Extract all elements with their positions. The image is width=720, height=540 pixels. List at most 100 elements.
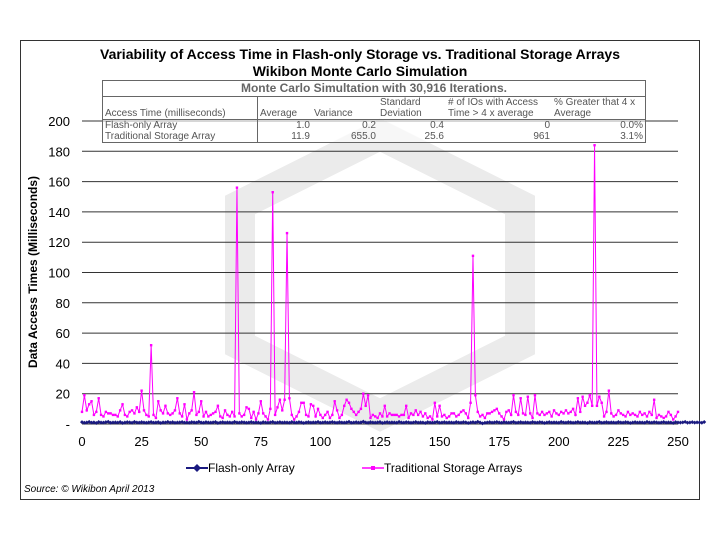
data-point xyxy=(469,401,472,404)
data-point xyxy=(385,415,389,418)
data-point xyxy=(219,415,222,418)
data-point xyxy=(517,413,520,417)
data-point xyxy=(440,415,444,418)
data-point xyxy=(192,420,197,425)
data-point xyxy=(478,415,482,418)
data-point xyxy=(99,420,104,425)
data-point xyxy=(332,420,337,425)
data-point xyxy=(221,416,224,420)
data-point xyxy=(275,420,280,425)
data-point xyxy=(350,407,353,411)
data-point xyxy=(126,415,129,418)
data-point xyxy=(369,416,372,420)
data-point xyxy=(283,398,286,401)
x-tick-label: 0 xyxy=(78,434,85,449)
data-point xyxy=(521,412,525,415)
data-point xyxy=(640,420,645,425)
data-point xyxy=(374,415,377,418)
series-traditional-storage-arrays xyxy=(80,144,680,422)
data-point xyxy=(104,410,108,414)
data-point xyxy=(280,420,285,425)
data-point xyxy=(151,420,156,425)
data-point xyxy=(416,413,420,417)
data-point xyxy=(580,420,585,425)
data-point xyxy=(408,420,413,425)
data-point xyxy=(538,413,541,417)
data-point xyxy=(161,420,166,425)
data-point xyxy=(393,413,396,417)
data-point xyxy=(368,420,373,425)
data-point xyxy=(113,420,118,425)
data-point xyxy=(354,413,358,417)
data-point xyxy=(481,413,484,417)
data-point xyxy=(271,191,274,194)
data-point xyxy=(288,397,291,400)
data-point xyxy=(116,415,119,418)
legend-item-flash: Flash-only Array xyxy=(186,461,295,475)
data-point xyxy=(459,410,463,414)
data-point xyxy=(370,420,375,425)
data-point xyxy=(593,144,596,147)
data-point xyxy=(308,420,313,425)
data-point xyxy=(176,397,179,400)
data-point xyxy=(618,420,623,425)
data-point xyxy=(424,412,427,415)
data-point xyxy=(552,420,557,425)
data-point xyxy=(501,420,506,425)
data-point xyxy=(467,416,470,420)
data-point xyxy=(648,410,651,414)
data-point xyxy=(269,407,272,411)
data-point xyxy=(552,409,556,412)
data-point xyxy=(676,410,680,414)
data-point xyxy=(363,420,368,425)
data-point xyxy=(666,420,671,425)
data-point xyxy=(135,406,139,409)
data-point xyxy=(652,398,656,401)
data-point xyxy=(295,415,298,418)
data-point xyxy=(320,420,325,425)
data-point xyxy=(121,403,124,406)
data-point xyxy=(209,413,212,417)
data-point xyxy=(337,420,342,425)
data-point xyxy=(164,404,167,408)
data-point xyxy=(123,413,127,417)
data-point xyxy=(507,409,510,412)
data-point xyxy=(228,415,232,418)
data-point xyxy=(80,410,84,414)
data-point xyxy=(428,420,433,425)
cell: 3.1% xyxy=(620,131,643,142)
data-point xyxy=(557,413,560,417)
data-point xyxy=(316,407,320,411)
data-point xyxy=(281,409,284,412)
data-point xyxy=(159,409,162,412)
data-point xyxy=(373,420,378,425)
data-point xyxy=(443,413,446,417)
data-point xyxy=(381,415,384,418)
data-point xyxy=(304,413,308,417)
data-point xyxy=(528,412,532,415)
data-point xyxy=(421,415,425,418)
y-tick-label: 200 xyxy=(48,114,70,129)
watermark xyxy=(225,118,535,432)
data-point xyxy=(331,413,334,417)
data-point xyxy=(188,412,191,415)
data-point xyxy=(130,409,134,412)
data-point xyxy=(571,407,575,411)
data-point xyxy=(590,420,595,425)
data-point xyxy=(397,415,401,418)
x-tick-label: 125 xyxy=(369,434,391,449)
data-point xyxy=(502,418,506,421)
data-point xyxy=(490,410,494,414)
data-point xyxy=(297,410,301,414)
data-point xyxy=(263,420,268,425)
data-point xyxy=(512,394,515,397)
data-point xyxy=(234,420,239,425)
data-point xyxy=(364,404,367,408)
data-point xyxy=(273,413,277,417)
data-point xyxy=(180,415,184,418)
data-point xyxy=(142,409,146,412)
data-point xyxy=(586,401,589,404)
data-point xyxy=(266,418,270,421)
data-point xyxy=(265,420,270,425)
data-point xyxy=(602,420,607,425)
